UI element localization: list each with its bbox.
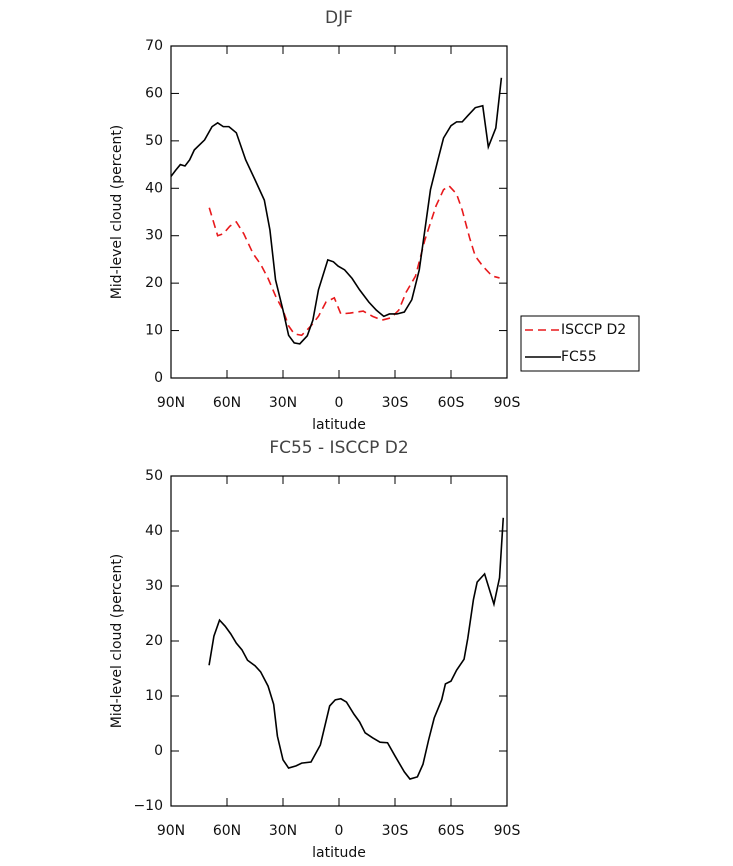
y-tick-label: 70 (145, 38, 163, 54)
x-tick-label: 90S (494, 395, 521, 411)
x-tick-label: 0 (335, 823, 344, 839)
legend-box (520, 315, 640, 372)
y-tick-label: 50 (145, 133, 163, 149)
x-tick-label: 30S (382, 395, 409, 411)
legend-label: ISCCP D2 (561, 322, 626, 338)
y-tick-label: 20 (145, 275, 163, 291)
y-tick-label: 60 (145, 85, 163, 101)
y-tick-label: 50 (145, 468, 163, 484)
x-tick-label: 30S (382, 823, 409, 839)
x-tick-label: 30N (269, 823, 297, 839)
plot-frame (170, 45, 508, 379)
y-axis-label: Mid-level cloud (percent) (109, 554, 125, 729)
series-line (208, 184, 500, 337)
y-tick-label: 20 (145, 633, 163, 649)
y-tick-label: 10 (145, 323, 163, 339)
y-tick-label: 40 (145, 180, 163, 196)
legend-label: FC55 (561, 349, 597, 365)
x-axis-label: latitude (312, 845, 366, 861)
x-tick-label: 90N (157, 395, 185, 411)
y-tick-label: 0 (154, 370, 163, 386)
x-tick-label: 0 (335, 395, 344, 411)
x-tick-label: 60S (438, 395, 465, 411)
series-line (208, 517, 505, 780)
x-tick-label: 60N (213, 395, 241, 411)
y-tick-label: 10 (145, 688, 163, 704)
x-tick-label: 90S (494, 823, 521, 839)
y-tick-label: 30 (145, 228, 163, 244)
x-tick-label: 30N (269, 395, 297, 411)
x-tick-label: 60N (213, 823, 241, 839)
x-tick-label: 90N (157, 823, 185, 839)
series-line (170, 77, 503, 345)
y-axis-label: Mid-level cloud (percent) (109, 125, 125, 300)
chart-title: FC55 - ISCCP D2 (269, 438, 408, 458)
chart-title: DJF (325, 8, 353, 28)
plot-frame (170, 475, 508, 807)
y-tick-label: 40 (145, 523, 163, 539)
x-axis-label: latitude (312, 417, 366, 433)
y-tick-label: −10 (133, 798, 163, 814)
x-tick-label: 60S (438, 823, 465, 839)
y-tick-label: 30 (145, 578, 163, 594)
y-tick-label: 0 (154, 743, 163, 759)
